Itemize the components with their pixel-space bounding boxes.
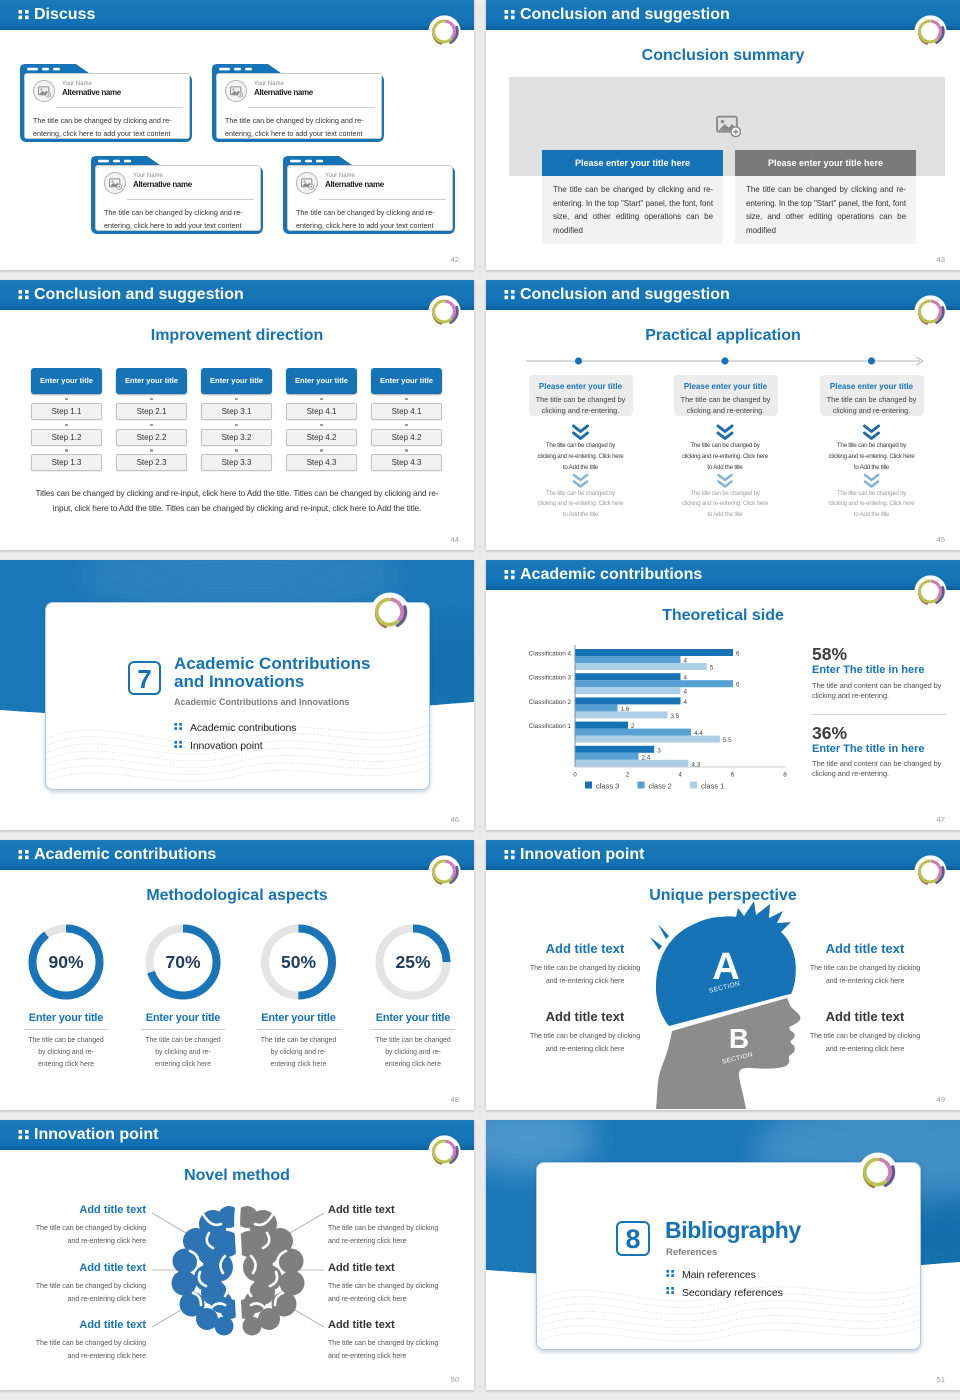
svg-text:5: 5 bbox=[710, 665, 714, 672]
svg-text:3.5: 3.5 bbox=[670, 713, 679, 720]
svg-text:B: B bbox=[729, 1023, 749, 1054]
svg-text:4: 4 bbox=[684, 689, 688, 696]
svg-text:4.3: 4.3 bbox=[691, 761, 700, 768]
svg-text:8: 8 bbox=[783, 772, 787, 779]
svg-text:6: 6 bbox=[736, 682, 740, 689]
svg-text:4: 4 bbox=[684, 699, 688, 706]
svg-text:2: 2 bbox=[626, 772, 630, 779]
svg-text:4: 4 bbox=[684, 675, 688, 682]
svg-text:5.5: 5.5 bbox=[723, 737, 732, 744]
svg-text:class 3: class 3 bbox=[596, 782, 619, 791]
svg-text:Classification 1: Classification 1 bbox=[529, 723, 572, 730]
svg-text:Classification 4: Classification 4 bbox=[529, 651, 572, 658]
svg-text:50%: 50% bbox=[281, 952, 316, 972]
svg-text:Classification 3: Classification 3 bbox=[529, 675, 572, 682]
svg-text:0: 0 bbox=[573, 772, 577, 779]
svg-text:A: A bbox=[712, 946, 739, 988]
svg-text:6: 6 bbox=[731, 772, 735, 779]
svg-text:2: 2 bbox=[631, 723, 635, 730]
svg-text:class 2: class 2 bbox=[649, 782, 672, 791]
svg-text:4.4: 4.4 bbox=[694, 730, 703, 737]
svg-text:4: 4 bbox=[684, 658, 688, 665]
svg-text:70%: 70% bbox=[165, 952, 200, 972]
svg-text:25%: 25% bbox=[395, 952, 430, 972]
svg-text:Classification 2: Classification 2 bbox=[529, 699, 572, 706]
svg-text:90%: 90% bbox=[48, 952, 83, 972]
svg-text:6: 6 bbox=[736, 651, 740, 658]
svg-text:class 1: class 1 bbox=[701, 782, 724, 791]
svg-text:3: 3 bbox=[657, 747, 661, 754]
svg-text:1.6: 1.6 bbox=[621, 706, 630, 713]
svg-text:2.4: 2.4 bbox=[642, 754, 651, 761]
svg-text:4: 4 bbox=[678, 772, 682, 779]
